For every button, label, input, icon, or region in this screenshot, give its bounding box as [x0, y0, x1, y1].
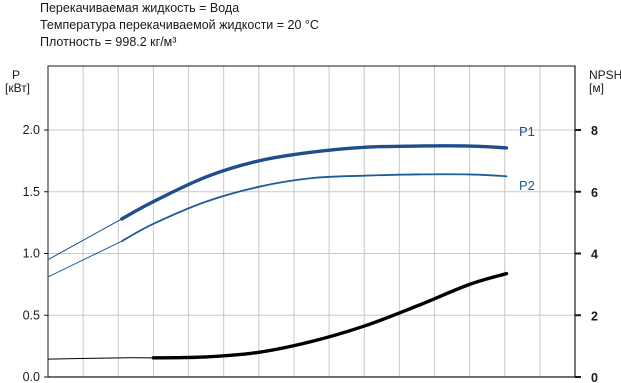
right-axis-label-unit: [м] [589, 81, 604, 95]
series-p2-thin-line [47, 240, 123, 278]
series-p2-bold-line [120, 173, 508, 243]
chart-series [47, 144, 509, 360]
series-p1-bold-line [120, 144, 509, 221]
series-label-p1: P1 [519, 124, 535, 139]
left-tick-label: 0.0 [23, 370, 40, 383]
series-npsh-thin-line [47, 357, 154, 360]
left-axis-ticks: 0.0 0.5 1.0 1.5 2.0 [23, 123, 48, 383]
right-tick-label: 8 [591, 124, 598, 138]
left-tick-label: 0.5 [23, 308, 40, 322]
fluid-temperature-text: Температура перекачиваемой жидкости = 20… [40, 18, 319, 32]
series-p1-thin-line [47, 218, 123, 261]
left-axis-label-unit: [кВт] [5, 81, 30, 95]
left-tick-label: 1.5 [23, 185, 40, 199]
right-tick-label: 4 [591, 248, 598, 262]
left-tick-label: 2.0 [23, 123, 40, 137]
right-tick-label: 6 [591, 186, 598, 200]
left-axis-label-symbol: P [12, 68, 20, 82]
fluid-name-text: Перекачиваемая жидкость = Вода [40, 1, 240, 15]
left-tick-label: 1.0 [23, 247, 40, 261]
right-tick-label: 2 [591, 309, 598, 323]
series-npsh-bold-line [151, 271, 509, 360]
series-label-p2: P2 [519, 178, 535, 193]
plot-frame [47, 65, 576, 378]
fluid-density-text: Плотность = 998.2 кг/м³ [40, 35, 177, 49]
chart-grid [47, 65, 576, 378]
right-axis-label-symbol: NPSH [589, 68, 621, 82]
right-tick-label: 0 [591, 371, 598, 383]
fluid-info: Перекачиваемая жидкость = Вода Температу… [40, 0, 319, 51]
right-axis-ticks: 0 2 4 6 8 [575, 124, 598, 383]
